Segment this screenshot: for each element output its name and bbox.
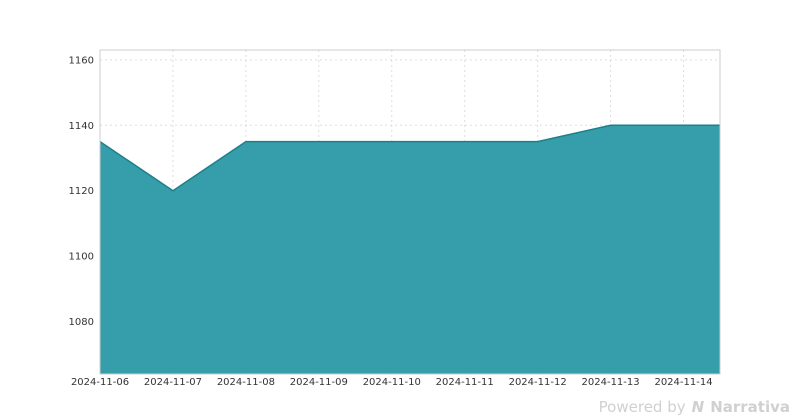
plot-border	[99, 49, 721, 375]
area-series	[99, 124, 721, 374]
x-tick-label-2: 2024-11-08	[217, 377, 275, 388]
x-tick-label-0: 2024-11-06	[71, 377, 129, 388]
series-line	[99, 124, 720, 192]
y-tick-label-1: 1100	[69, 252, 94, 263]
x-tick-label-6: 2024-11-12	[509, 377, 567, 388]
x-tick-label-7: 2024-11-13	[582, 377, 640, 388]
x-tick-label-8: 2024-11-14	[654, 377, 712, 388]
y-tick-label-0: 1080	[69, 317, 94, 328]
y-tick-label-2: 1120	[69, 186, 94, 197]
powered-by-watermark: Powered by N Narrativa	[599, 398, 790, 416]
x-axis-tick-labels: 2024-11-06 2024-11-07 2024-11-08 2024-11-09…	[71, 377, 713, 388]
area-fill	[100, 125, 720, 374]
narrativa-logo-icon: N	[691, 398, 705, 416]
y-tick-label-4: 1160	[69, 55, 94, 66]
watermark-brand: Narrativa	[710, 398, 790, 416]
x-tick-label-3: 2024-11-09	[290, 377, 348, 388]
x-tick-label-5: 2024-11-11	[436, 377, 494, 388]
y-axis-tick-labels: 1080 1100 1120 1140 1160	[69, 55, 94, 328]
y-tick-label-3: 1140	[69, 121, 94, 132]
x-tick-label-1: 2024-11-07	[144, 377, 202, 388]
x-tick-label-4: 2024-11-10	[363, 377, 421, 388]
watermark-prefix: Powered by	[598, 398, 686, 416]
